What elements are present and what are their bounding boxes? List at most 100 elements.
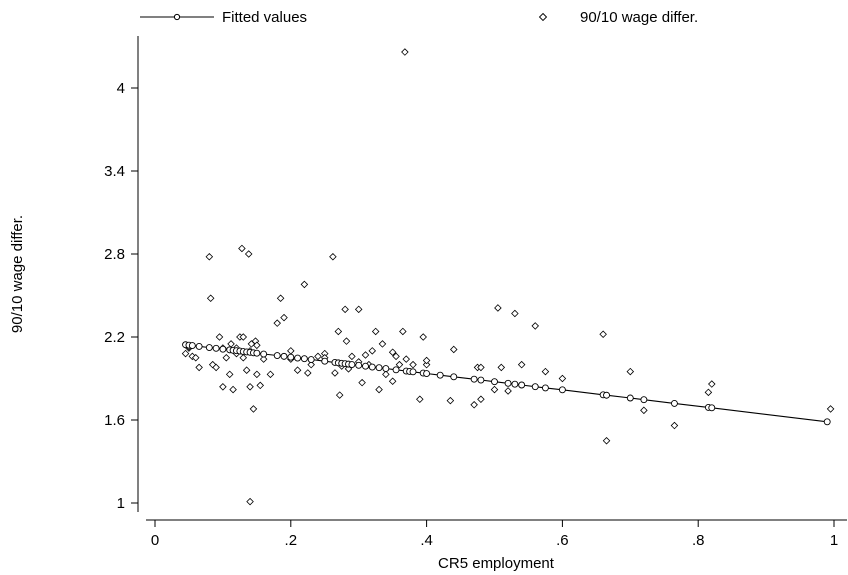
scatter-point (341, 305, 349, 314)
scatter-point (225, 370, 234, 379)
x-tick-label: .6 (556, 532, 569, 549)
fitted-point (348, 361, 356, 368)
fitted-point (392, 366, 400, 374)
scatter-point (531, 322, 540, 330)
scatter-point (215, 333, 224, 341)
scatter-point (517, 360, 526, 369)
scatter-point (358, 378, 366, 387)
scatter-point (229, 385, 237, 394)
scatter-point (704, 388, 713, 397)
scatter-point (826, 405, 835, 413)
fitted-point (558, 386, 566, 394)
scatter-point (470, 401, 478, 409)
scatter-point (392, 352, 400, 361)
fitted-point (205, 344, 213, 351)
scatter-point (399, 327, 407, 336)
scatter-point (708, 380, 716, 388)
scatter-point (375, 385, 383, 394)
fitted-point (307, 356, 315, 363)
scatter-point (273, 319, 281, 327)
scatter-point (490, 385, 499, 394)
y-tick-label: 2.2 (104, 329, 125, 346)
scatter-point (409, 360, 417, 369)
fitted-point (368, 363, 376, 371)
y-tick-label: 4 (117, 80, 125, 97)
x-tick-label: 1 (830, 532, 838, 549)
fitted-point (640, 396, 648, 404)
fitted-point (195, 342, 203, 350)
scatter-point (266, 370, 275, 379)
scatter-point (307, 360, 315, 369)
scatter-point (558, 374, 567, 383)
scatter-point (401, 48, 409, 56)
scatter-point (602, 436, 611, 445)
fitted-point (382, 365, 390, 372)
scatter-point (670, 421, 679, 430)
scatter-point (205, 253, 214, 261)
scatter-point (304, 369, 312, 377)
scatter-point (208, 360, 217, 369)
scatter-point (246, 497, 254, 506)
fitted-point (294, 354, 302, 362)
scatter-points (181, 48, 835, 506)
scatter-point (227, 340, 235, 348)
x-axis-title: CR5 employment (438, 555, 555, 572)
scatter-point (206, 294, 215, 303)
fitted-point (603, 391, 610, 399)
x-tick-label: .4 (420, 532, 433, 549)
scatter-point (388, 348, 397, 356)
scatter-point (368, 347, 377, 355)
scatter-point (419, 333, 427, 341)
scatter-point (511, 309, 519, 318)
y-tick-label: 1.6 (104, 412, 125, 429)
scatter-point (477, 395, 485, 404)
y-axis-ticks: 1 1.6 2.2 2.8 3.4 4 (104, 80, 138, 512)
scatter-point (276, 294, 285, 303)
fitted-point (219, 345, 227, 353)
scatter-point (348, 352, 356, 361)
fitted-point (321, 357, 329, 365)
fitted-point (436, 371, 444, 379)
fitted-point (541, 384, 549, 392)
scatter-point (256, 381, 265, 390)
scatter-point (212, 363, 220, 372)
scatter-point (239, 353, 248, 362)
fitted-point (409, 368, 417, 376)
fitted-point (708, 404, 716, 412)
scatter-point (378, 340, 387, 348)
fitted-point (823, 418, 831, 426)
scatter-point (626, 367, 635, 376)
fitted-point (355, 361, 363, 369)
scatter-point (195, 363, 203, 372)
y-tick-label: 2.8 (104, 246, 125, 263)
fitted-point (470, 375, 478, 383)
fitted-point (423, 370, 431, 377)
x-tick-label: 0 (151, 532, 159, 549)
scatter-point (599, 330, 607, 338)
scatter-point (246, 383, 254, 391)
fitted-point (491, 378, 498, 386)
scatter-point (253, 341, 261, 350)
fitted-point (260, 350, 268, 358)
scatter-point (191, 353, 200, 362)
scatter-point (402, 355, 410, 363)
scatter-point (253, 370, 261, 379)
fitted-point (300, 355, 308, 363)
y-tick-label: 1 (117, 495, 125, 512)
scatter-point (244, 250, 253, 258)
scatter-point (388, 377, 397, 386)
scatter-point (416, 395, 424, 404)
fitted-point (450, 373, 458, 381)
legend-fitted-label: Fitted values (222, 9, 307, 26)
legend-scatter-marker (538, 12, 548, 22)
legend-scatter-label: 90/10 wage differ. (580, 9, 698, 26)
fitted-point (253, 349, 261, 357)
scatter-point (334, 327, 343, 336)
scatter-point (329, 253, 337, 261)
fitted-point (375, 364, 383, 372)
scatter-point (335, 391, 344, 399)
fitted-point (511, 380, 519, 388)
scatter-point (504, 387, 512, 395)
scatter-point (541, 367, 550, 376)
